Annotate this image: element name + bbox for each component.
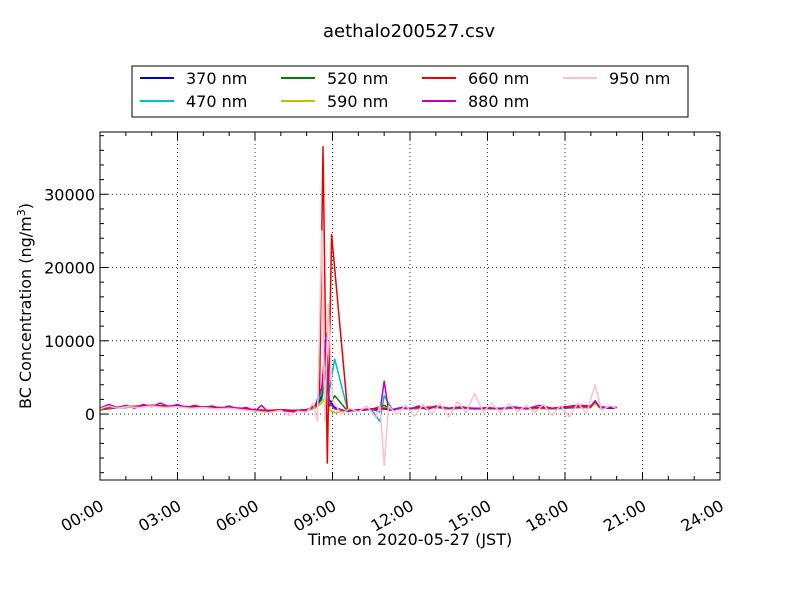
- y-tick-label: 20000: [44, 259, 95, 278]
- y-tick-label: 10000: [44, 332, 95, 351]
- legend-item-880-nm: 880 nm: [422, 92, 529, 111]
- y-axis-label: BC Concentration (ng/m3): [15, 203, 35, 409]
- legend-label: 660 nm: [468, 69, 529, 88]
- y-axis-label-superscript: 3: [15, 209, 28, 216]
- legend: 370 nm 470 nm 520 nm 590 nm 660 nm 880 nm 950 …: [131, 65, 689, 118]
- grid: [100, 132, 720, 480]
- plot-area: [100, 145, 618, 467]
- legend-label: 470 nm: [186, 92, 247, 111]
- series-line-880-nm: [100, 336, 617, 413]
- legend-box: [131, 65, 689, 118]
- legend-item-590-nm: 590 nm: [281, 92, 388, 111]
- legend-item-660-nm: 660 nm: [422, 69, 529, 88]
- y-axis-label-main: BC Concentration (ng/m: [16, 216, 35, 409]
- legend-label: 520 nm: [327, 69, 388, 88]
- chart-title: aethalo200527.csv: [323, 21, 495, 42]
- series-lines: [100, 145, 618, 467]
- y-tick-label: 0: [85, 405, 95, 424]
- axis-ticks: [99, 132, 721, 480]
- legend-item-520-nm: 520 nm: [281, 69, 388, 88]
- legend-label: 370 nm: [186, 69, 247, 88]
- legend-label: 880 nm: [468, 92, 529, 111]
- legend-item-950-nm: 950 nm: [563, 69, 670, 88]
- y-axis-tick-labels: 0 10000 20000 30000: [44, 185, 95, 424]
- legend-label: 950 nm: [609, 69, 670, 88]
- x-axis-label: Time on 2020-05-27 (JST): [307, 530, 512, 549]
- series-line-950-nm: [100, 230, 618, 467]
- y-axis-label-end: ): [16, 203, 35, 209]
- y-tick-label: 30000: [44, 185, 95, 204]
- legend-label: 590 nm: [327, 92, 388, 111]
- legend-item-470-nm: 470 nm: [140, 92, 247, 111]
- legend-item-370-nm: 370 nm: [140, 69, 247, 88]
